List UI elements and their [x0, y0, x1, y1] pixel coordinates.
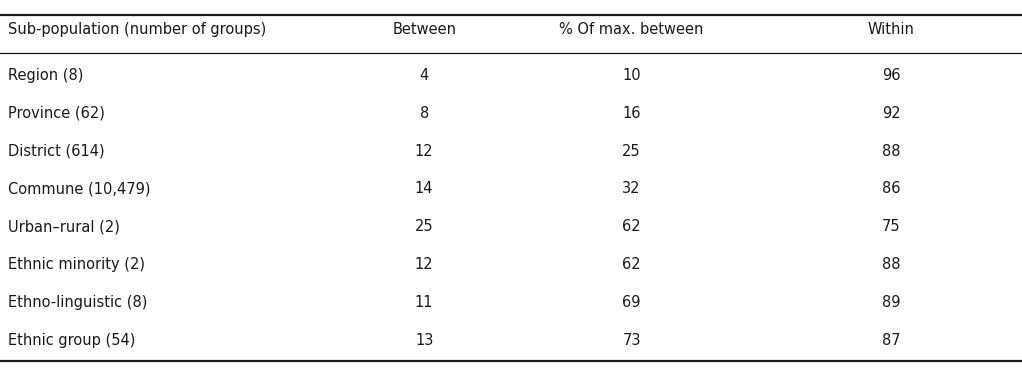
- Text: 32: 32: [622, 181, 641, 197]
- Text: Between: Between: [392, 22, 456, 37]
- Text: 96: 96: [882, 68, 900, 83]
- Text: Commune (10,479): Commune (10,479): [8, 181, 150, 197]
- Text: 14: 14: [415, 181, 433, 197]
- Text: Ethnic minority (2): Ethnic minority (2): [8, 257, 145, 272]
- Text: 88: 88: [882, 144, 900, 159]
- Text: 62: 62: [622, 257, 641, 272]
- Text: Ethnic group (54): Ethnic group (54): [8, 333, 136, 348]
- Text: District (614): District (614): [8, 144, 105, 159]
- Text: 25: 25: [622, 144, 641, 159]
- Text: 8: 8: [419, 106, 429, 121]
- Text: 11: 11: [415, 295, 433, 310]
- Text: 73: 73: [622, 333, 641, 348]
- Text: 12: 12: [415, 257, 433, 272]
- Text: 87: 87: [882, 333, 900, 348]
- Text: Urban–rural (2): Urban–rural (2): [8, 219, 120, 234]
- Text: % Of max. between: % Of max. between: [559, 22, 704, 37]
- Text: 62: 62: [622, 219, 641, 234]
- Text: 16: 16: [622, 106, 641, 121]
- Text: Region (8): Region (8): [8, 68, 84, 83]
- Text: 89: 89: [882, 295, 900, 310]
- Text: Province (62): Province (62): [8, 106, 105, 121]
- Text: 92: 92: [882, 106, 900, 121]
- Text: 4: 4: [419, 68, 429, 83]
- Text: 12: 12: [415, 144, 433, 159]
- Text: Ethno-linguistic (8): Ethno-linguistic (8): [8, 295, 147, 310]
- Text: 75: 75: [882, 219, 900, 234]
- Text: 86: 86: [882, 181, 900, 197]
- Text: 25: 25: [415, 219, 433, 234]
- Text: 88: 88: [882, 257, 900, 272]
- Text: 10: 10: [622, 68, 641, 83]
- Text: Sub-population (number of groups): Sub-population (number of groups): [8, 22, 267, 37]
- Text: 13: 13: [415, 333, 433, 348]
- Text: 69: 69: [622, 295, 641, 310]
- Text: Within: Within: [868, 22, 915, 37]
